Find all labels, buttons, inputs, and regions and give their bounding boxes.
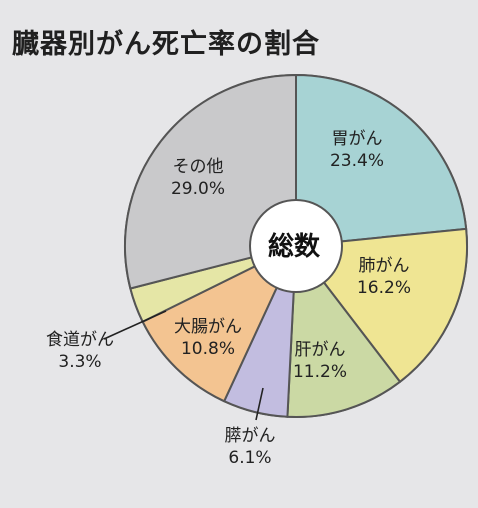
- slice-value-liver: 11.2%: [293, 362, 347, 382]
- slice-label-pancreas: 膵がん: [225, 426, 276, 446]
- slice-label-lung: 肺がん: [359, 256, 410, 276]
- pie-slice-stomach: [295, 74, 468, 247]
- slice-label-liver: 肝がん: [295, 340, 346, 360]
- slice-label-other: その他: [173, 157, 224, 177]
- center-circle: [249, 199, 343, 293]
- slice-label-stomach: 胃がん: [332, 129, 383, 149]
- pie-slice-liver: [286, 245, 401, 418]
- leader-line-pancreas: [255, 387, 264, 421]
- pie-slice-lung: [295, 227, 468, 383]
- center-label: 総数: [268, 231, 321, 262]
- slice-value-other: 29.0%: [171, 179, 225, 199]
- slice-label-esophagus: 食道がん: [46, 330, 114, 350]
- leader-line-esophagus: [103, 310, 167, 340]
- slice-value-pancreas: 6.1%: [228, 448, 271, 468]
- chart-title: 臓器別がん死亡率の割合: [12, 29, 320, 60]
- slice-value-stomach: 23.4%: [330, 151, 384, 171]
- slice-value-esophagus: 3.3%: [58, 352, 101, 372]
- pie-slice-colon: [141, 245, 297, 403]
- slice-value-lung: 16.2%: [357, 278, 411, 298]
- slice-value-colon: 10.8%: [181, 339, 235, 359]
- slice-label-colon: 大腸がん: [174, 317, 242, 337]
